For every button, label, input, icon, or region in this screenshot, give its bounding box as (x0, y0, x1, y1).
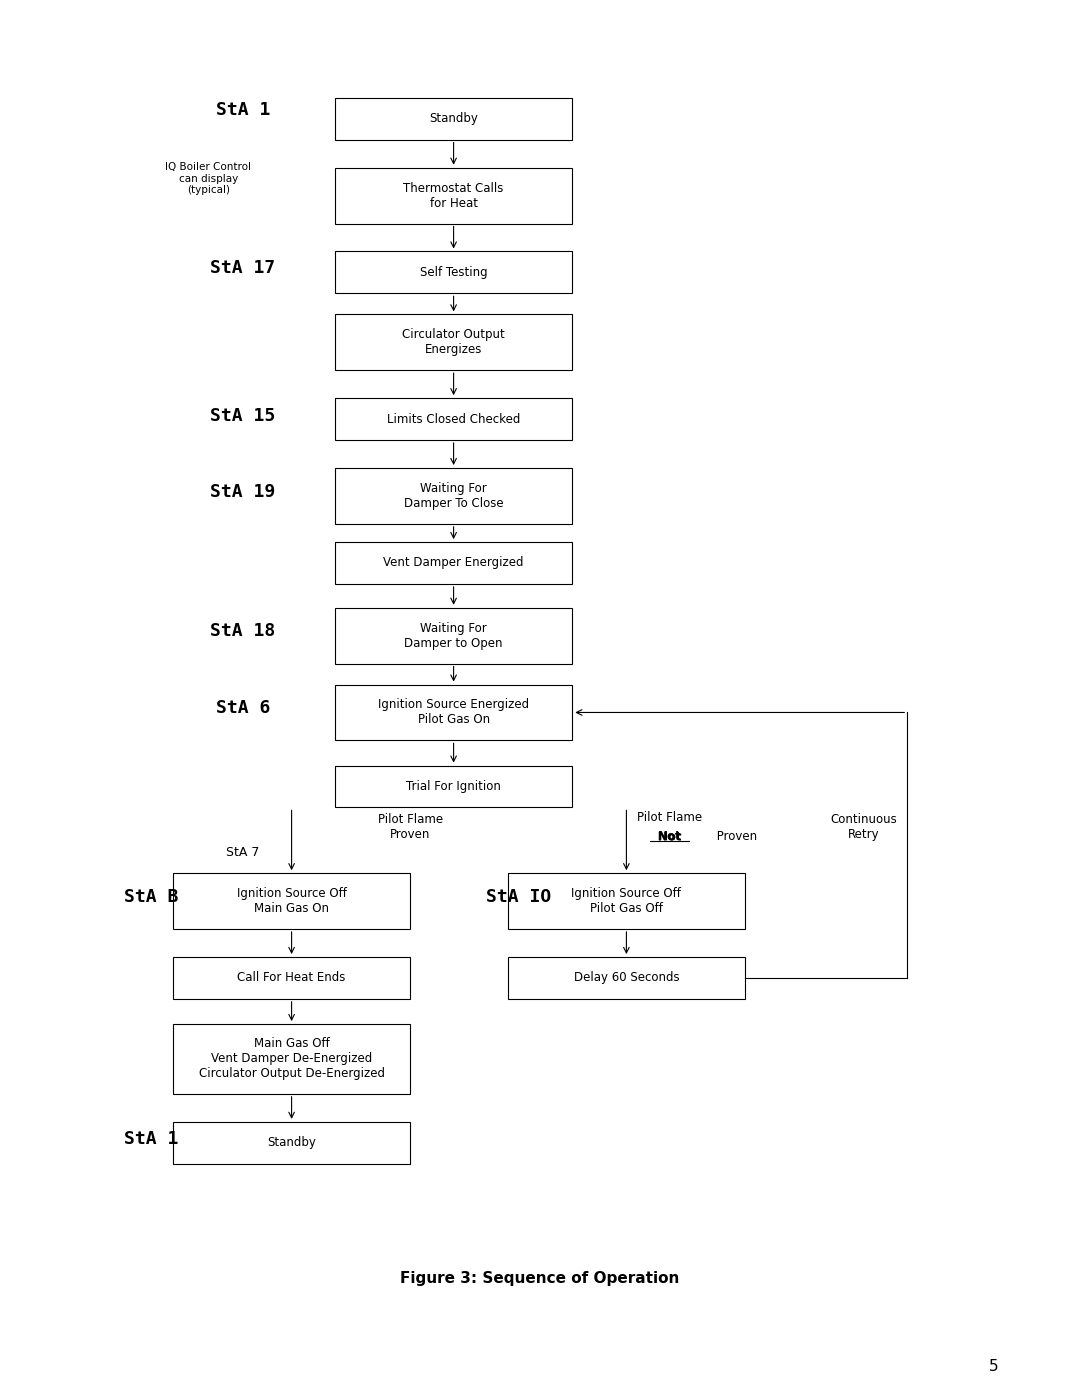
Text: Trial For Ignition: Trial For Ignition (406, 780, 501, 793)
Text: StA 19: StA 19 (211, 483, 275, 500)
FancyBboxPatch shape (335, 168, 572, 224)
Text: StA 6: StA 6 (216, 700, 270, 717)
Text: StA 15: StA 15 (211, 408, 275, 425)
Text: Delay 60 Seconds: Delay 60 Seconds (573, 971, 679, 985)
FancyBboxPatch shape (173, 957, 410, 999)
Text: Main Gas Off
Vent Damper De-Energized
Circulator Output De-Energized: Main Gas Off Vent Damper De-Energized Ci… (199, 1038, 384, 1080)
Text: Ignition Source Energized
Pilot Gas On: Ignition Source Energized Pilot Gas On (378, 698, 529, 726)
Text: Proven: Proven (713, 830, 757, 844)
FancyBboxPatch shape (173, 873, 410, 929)
Text: StA 1: StA 1 (124, 1130, 178, 1147)
Text: StA 1: StA 1 (216, 102, 270, 119)
Text: Call For Heat Ends: Call For Heat Ends (238, 971, 346, 985)
FancyBboxPatch shape (335, 542, 572, 584)
FancyBboxPatch shape (173, 1122, 410, 1164)
Text: Not: Not (658, 830, 681, 844)
FancyBboxPatch shape (335, 685, 572, 740)
FancyBboxPatch shape (335, 98, 572, 140)
Text: Ignition Source Off
Main Gas On: Ignition Source Off Main Gas On (237, 887, 347, 915)
FancyBboxPatch shape (508, 957, 745, 999)
Text: Waiting For
Damper to Open: Waiting For Damper to Open (404, 622, 503, 650)
Text: Limits Closed Checked: Limits Closed Checked (387, 412, 521, 426)
Text: Circulator Output
Energizes: Circulator Output Energizes (402, 328, 505, 356)
Text: StA 17: StA 17 (211, 260, 275, 277)
Text: Self Testing: Self Testing (420, 265, 487, 279)
Text: Thermostat Calls
for Heat: Thermostat Calls for Heat (404, 182, 503, 210)
Text: Standby: Standby (267, 1136, 316, 1150)
FancyBboxPatch shape (335, 766, 572, 807)
FancyBboxPatch shape (335, 608, 572, 664)
Text: Standby: Standby (429, 112, 478, 126)
Text: Ignition Source Off
Pilot Gas Off: Ignition Source Off Pilot Gas Off (571, 887, 681, 915)
FancyBboxPatch shape (335, 468, 572, 524)
Text: StA IO: StA IO (486, 888, 551, 905)
Text: 5: 5 (989, 1359, 998, 1373)
FancyBboxPatch shape (335, 251, 572, 293)
Text: StA 7: StA 7 (227, 845, 259, 859)
Text: Vent Damper Energized: Vent Damper Energized (383, 556, 524, 570)
Text: Figure 3: Sequence of Operation: Figure 3: Sequence of Operation (401, 1271, 679, 1285)
FancyBboxPatch shape (335, 314, 572, 370)
Text: Pilot Flame: Pilot Flame (637, 810, 702, 824)
Text: Not: Not (658, 830, 681, 844)
FancyBboxPatch shape (173, 1024, 410, 1094)
FancyBboxPatch shape (335, 398, 572, 440)
Text: StA 18: StA 18 (211, 623, 275, 640)
FancyBboxPatch shape (508, 873, 745, 929)
Text: IQ Boiler Control
can display
(typical): IQ Boiler Control can display (typical) (165, 162, 252, 196)
Text: Pilot Flame
Proven: Pilot Flame Proven (378, 813, 443, 841)
Text: Waiting For
Damper To Close: Waiting For Damper To Close (404, 482, 503, 510)
Text: Continuous
Retry: Continuous Retry (831, 813, 897, 841)
Text: StA B: StA B (124, 888, 178, 905)
